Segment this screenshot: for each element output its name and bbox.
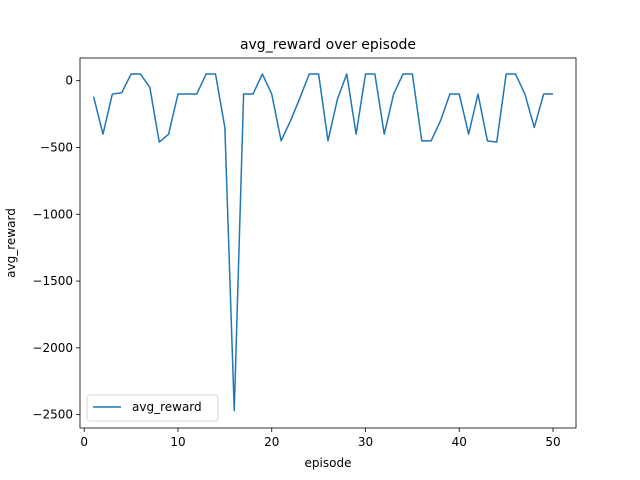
series-line-avg-reward [92, 73, 554, 412]
x-tick-label: 30 [358, 435, 373, 449]
x-tick-label: 20 [264, 435, 279, 449]
y-axis-label: avg_reward [4, 208, 18, 278]
legend: avg_reward [86, 394, 219, 422]
plot-area [80, 58, 576, 428]
y-tick-label: −2500 [32, 408, 73, 422]
y-tick-label: −1000 [32, 207, 73, 221]
y-tick-label: −2000 [32, 341, 73, 355]
x-tick-label: 0 [80, 435, 88, 449]
x-tick-label: 50 [545, 435, 560, 449]
x-tick-label: 40 [452, 435, 467, 449]
y-tick-label: −500 [40, 140, 73, 154]
x-axis-label: episode [305, 456, 352, 470]
y-tick-label: −1500 [32, 274, 73, 288]
legend-box [86, 394, 219, 422]
plot-frame [79, 57, 577, 429]
x-axis-ticks: 0 10 20 30 40 50 [80, 428, 561, 449]
x-tick-label: 10 [170, 435, 185, 449]
legend-label-avg-reward: avg_reward [132, 400, 202, 414]
y-tick-label: 0 [65, 74, 73, 88]
y-axis-ticks: 0 −500 −1000 −1500 −2000 −2500 [32, 74, 80, 422]
chart-title: avg_reward over episode [240, 37, 416, 53]
